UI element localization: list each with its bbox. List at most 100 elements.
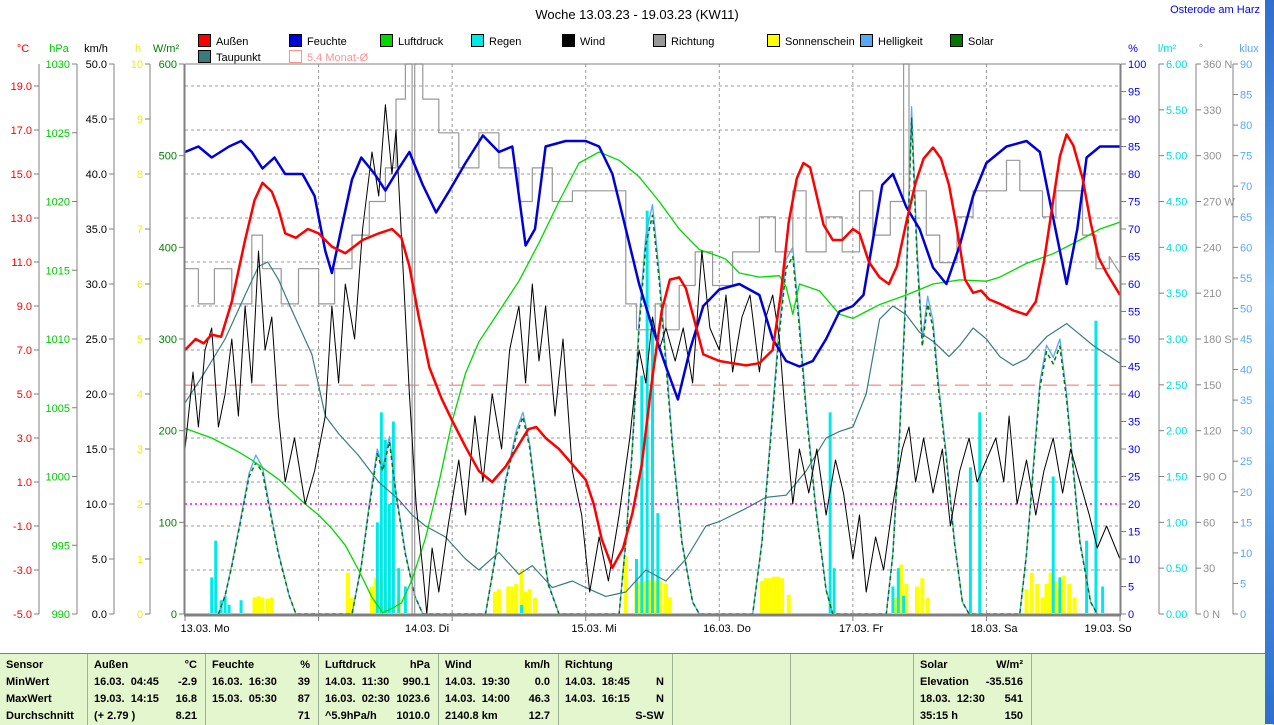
- legend-item-feuchte: Feuchte: [289, 34, 347, 48]
- axis-tick-label: 0.0: [92, 609, 107, 621]
- table-cell: 16.8: [175, 693, 197, 705]
- axis-lm2: 0.00 0.50 1.00 1.50 2.00 2.50 3.00 3.50 4.00 4.50…: [1158, 43, 1188, 621]
- table-cell: 14.03. 19:30: [445, 676, 510, 688]
- legend-swatch-sonnenschein: [767, 34, 780, 47]
- page-title: Woche 13.03.23 - 19.03.23 (KW11): [535, 7, 739, 22]
- axis-tick-label: 40: [1128, 389, 1140, 401]
- table-row: 18.03. 12:30 541: [914, 691, 1031, 708]
- legend-label: Feuchte: [307, 36, 347, 48]
- axis-tick-label: 25.0: [86, 334, 107, 346]
- axis-tick-label: 0.00: [1166, 609, 1187, 621]
- table-row: [673, 691, 790, 708]
- table-row: 16.03. 02:30 1023.6: [319, 691, 438, 708]
- table-column-header: Luftdruck hPa: [319, 657, 438, 674]
- table-row: ^5.9hPa/h 1010.0: [319, 708, 438, 725]
- axis-tick-label: 30.0: [86, 279, 107, 291]
- table-cell: 18.03. 12:30: [920, 693, 985, 705]
- table-cell: 15.03. 05:30: [212, 693, 277, 705]
- table-cell: Wind: [445, 659, 472, 671]
- table-cell: Feuchte: [212, 659, 255, 671]
- legend-label: Außen: [216, 36, 249, 48]
- axis-tick-label: 200: [159, 426, 177, 438]
- axis-tick-label: -3.0: [13, 565, 32, 577]
- axis-tick-label: 75: [1128, 197, 1140, 209]
- table-row: 14.03. 11:30 990.1: [319, 674, 438, 691]
- axis-tick-label: 330: [1203, 105, 1221, 117]
- axis-tick-label: 3.50: [1166, 288, 1187, 300]
- series-richtung: [185, 63, 1121, 615]
- axis-tick-label: 35: [1240, 395, 1252, 407]
- axis-tick-label: 4.00: [1166, 242, 1187, 254]
- table-column-luftdruck: Luftdruck hPa 14.03. 11:30 990.1 16.03. 02:3…: [319, 654, 439, 725]
- axis-tick-label: 55: [1240, 273, 1252, 285]
- axis-tick-label: 50.0: [86, 59, 107, 71]
- axis-tick-label: 90: [1128, 114, 1140, 126]
- legend-swatch-solar: [950, 34, 963, 47]
- series-wind: [184, 104, 1121, 615]
- axis-tick-label: 0.50: [1166, 563, 1187, 575]
- axis-tick-label: 60: [1240, 242, 1252, 254]
- legend-label: Solar: [968, 36, 994, 48]
- axis-tick-label: 1000: [46, 472, 70, 484]
- table-row: 2140.8 km 12.7: [439, 708, 558, 725]
- axis-tick-label: 100: [1128, 59, 1146, 71]
- table-cell: 87: [297, 693, 310, 705]
- axis-tick-label: 990: [52, 609, 70, 621]
- table-column-wind: Wind km/h 14.03. 19:30 0.0 14.03. 14:00 46.3 2…: [439, 654, 559, 725]
- table-column-empty: [791, 654, 914, 725]
- axis-tick-label: 50: [1240, 303, 1252, 315]
- chart-plot-area[interactable]: [185, 64, 1120, 614]
- table-row: 14.03. 14:00 46.3: [439, 691, 558, 708]
- table-cell: N: [656, 676, 664, 688]
- axis-tick-label: 400: [159, 242, 177, 254]
- legend-label: Wind: [580, 36, 606, 48]
- table-row-header: MinWert: [0, 674, 87, 691]
- table-cell: 14.03. 11:30: [325, 676, 390, 688]
- legend-swatch-monat: [289, 50, 302, 63]
- axis-tick-label: 4: [137, 389, 143, 401]
- x-axis-label: 18.03. Sa: [970, 623, 1018, 635]
- axis-tick-label: 270 W: [1203, 197, 1235, 209]
- legend-item-sonnenschein: Sonnenschein: [767, 34, 855, 48]
- axis-tick-label: 1030: [46, 59, 70, 71]
- axis-tick-label: 75: [1240, 151, 1252, 163]
- axis-tick-label: 2.00: [1166, 426, 1187, 438]
- table-column-empty: [1032, 654, 1274, 725]
- table-cell: (+ 2.79 ): [94, 710, 136, 722]
- table-column-richtung: Richtung 14.03. 18:45 N 14.03. 16:15 N S-SW: [559, 654, 673, 725]
- axis-tick-label: 70: [1240, 181, 1252, 193]
- axis-tick-label: 30: [1203, 563, 1215, 575]
- table-cell: 150: [1004, 710, 1023, 722]
- axis-tick-label: 45: [1128, 362, 1140, 374]
- legend-swatch-feuchte: [289, 34, 302, 47]
- table-column-header: Richtung: [559, 657, 672, 674]
- table-row: 71: [206, 708, 318, 725]
- axis-tick-label: 90 O: [1203, 472, 1227, 484]
- axis-tick-label: 8: [137, 169, 143, 181]
- axis-klux: 0 5 10 15 20 25 30 35 40 45 50 55 60 65 70 75 80 85 90 klux: [1232, 43, 1259, 621]
- legend-swatch-taupunkt: [198, 50, 211, 63]
- series-feuchte: [184, 134, 1120, 401]
- axis-tick-label: 35: [1128, 417, 1140, 429]
- legend-item-luftdruck: Luftdruck: [380, 34, 443, 48]
- table-cell: 16.03. 02:30: [325, 693, 390, 705]
- legend-swatch-luftdruck: [380, 34, 393, 47]
- table-column-rowheaders: Sensor MinWert MaxWert Durchschnitt: [0, 654, 88, 725]
- axis-tick-label: 30: [1128, 444, 1140, 456]
- axis-tick-label: 5.0: [17, 389, 32, 401]
- table-row: [791, 691, 913, 708]
- table-cell: 2140.8 km: [445, 710, 498, 722]
- axis-tick-label: 70: [1128, 224, 1140, 236]
- series-helligkeit: [217, 106, 1098, 615]
- table-cell: 8.21: [175, 710, 197, 722]
- axis-tick-label: 9.0: [17, 301, 32, 313]
- legend-item-wind: Wind: [562, 34, 606, 48]
- axis-unit-label: l/m²: [1158, 43, 1177, 55]
- table-row: 16.03. 04:45 -2.9: [88, 674, 205, 691]
- table-cell: 14.03. 16:15: [565, 693, 630, 705]
- axis-tick-label: 5.50: [1166, 105, 1187, 117]
- axis-tick-label: 85: [1240, 90, 1252, 102]
- table-cell: 19.03. 14:15: [94, 693, 159, 705]
- axis-unit-label: klux: [1239, 43, 1259, 55]
- window-edge-bar: [1265, 0, 1274, 724]
